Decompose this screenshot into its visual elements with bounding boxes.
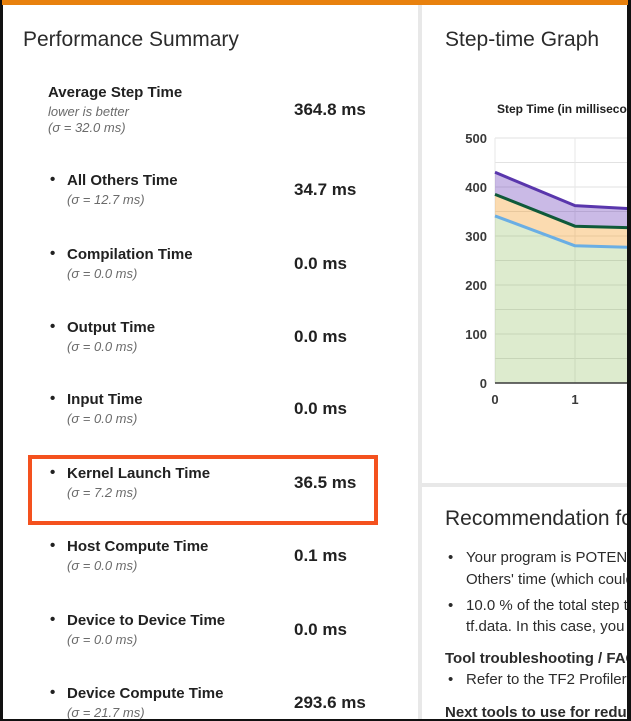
faq-heading: Tool troubleshooting / FAQ: (445, 650, 627, 667)
faq-bullet: Refer to the TF2 Profiler FAQ (466, 671, 627, 688)
avg-step-time-sigma: (σ = 32.0 ms) (48, 120, 126, 135)
item-label: Output Time (67, 319, 287, 336)
item-sigma: (σ = 0.0 ms) (67, 558, 138, 573)
item-value: 34.7 ms (294, 180, 357, 199)
item-label: All Others Time (67, 172, 287, 189)
item-device-compute: Device Compute Time (σ = 21.7 ms) (67, 685, 287, 720)
item-input: Input Time (σ = 0.0 ms) (67, 391, 287, 426)
item-sigma: (σ = 7.2 ms) (67, 485, 138, 500)
item-sigma: (σ = 0.0 ms) (67, 266, 138, 281)
item-label: Input Time (67, 391, 287, 408)
item-value: 0.0 ms (294, 327, 347, 346)
top-accent-bar (2, 0, 628, 5)
item-label: Kernel Launch Time (67, 465, 287, 482)
item-sigma: (σ = 0.0 ms) (67, 632, 138, 647)
item-value: 0.0 ms (294, 620, 347, 639)
step-time-chart[interactable]: 0 100 200 300 400 500 0 1 (422, 5, 627, 483)
item-sigma: (σ = 12.7 ms) (67, 192, 145, 207)
recommendation-card: Recommendation for Next Step • Your prog… (422, 487, 627, 721)
recommendation-title: Recommendation for Next Step (445, 507, 627, 530)
item-value: 36.5 ms (294, 473, 357, 492)
bullet-icon: • (448, 597, 454, 614)
avg-step-time-label: Average Step Time (48, 84, 183, 101)
window-edge-left (0, 0, 3, 721)
reco-bullet2-line2: tf.data. In this case, you may also want… (466, 618, 627, 635)
item-all-others: All Others Time (σ = 12.7 ms) (67, 172, 287, 207)
avg-step-time-note: lower is better (48, 104, 129, 119)
item-value: 293.6 ms (294, 693, 366, 712)
reco-bullet1-line1: Your program is POTENTIALLY input-bound … (466, 549, 627, 566)
item-label: Device to Device Time (67, 612, 287, 629)
performance-summary-card: Performance Summary Average Step Time lo… (3, 5, 418, 721)
item-value: 0.0 ms (294, 254, 347, 273)
step-time-graph-title: Step-time Graph (445, 28, 600, 51)
item-device-to-device: Device to Device Time (σ = 0.0 ms) (67, 612, 287, 647)
avg-step-time-value: 364.8 ms (294, 100, 366, 119)
svg-text:500: 500 (465, 131, 487, 146)
reco-bullet1-line2: Others' time (which could be due to I/O … (466, 571, 627, 588)
window-edge-right (627, 0, 631, 721)
item-value: 0.1 ms (294, 546, 347, 565)
item-sigma: (σ = 0.0 ms) (67, 339, 138, 354)
item-label: Device Compute Time (67, 685, 287, 702)
svg-text:300: 300 (465, 229, 487, 244)
item-sigma: (σ = 0.0 ms) (67, 411, 138, 426)
bullet-icon: • (448, 549, 454, 566)
bullet-icon: • (448, 671, 454, 688)
item-compilation: Compilation Time (σ = 0.0 ms) (67, 246, 287, 281)
svg-text:0: 0 (480, 376, 487, 391)
svg-text:400: 400 (465, 180, 487, 195)
reco-bullet2-line1: 10.0 % of the total step time sampled is… (466, 597, 627, 614)
item-sigma: (σ = 21.7 ms) (67, 705, 145, 720)
svg-text:200: 200 (465, 278, 487, 293)
svg-text:100: 100 (465, 327, 487, 342)
item-kernel-launch: Kernel Launch Time (σ = 7.2 ms) (67, 465, 287, 500)
item-value: 0.0 ms (294, 399, 347, 418)
chart-title: Step Time (in milliseconds) (497, 102, 627, 116)
avg-step-time-item: Average Step Time lower is better (σ = 3… (48, 84, 268, 135)
item-output: Output Time (σ = 0.0 ms) (67, 319, 287, 354)
performance-summary-title: Performance Summary (23, 28, 239, 51)
step-time-graph-card: Step-time Graph Step Time (in millisecon… (422, 5, 627, 483)
window-edge-bottom (0, 719, 631, 721)
item-label: Compilation Time (67, 246, 287, 263)
next-tools-heading: Next tools to use for reducing the input… (445, 704, 627, 721)
svg-text:1: 1 (571, 392, 578, 407)
svg-text:0: 0 (491, 392, 498, 407)
item-host-compute: Host Compute Time (σ = 0.0 ms) (67, 538, 287, 573)
item-label: Host Compute Time (67, 538, 287, 555)
